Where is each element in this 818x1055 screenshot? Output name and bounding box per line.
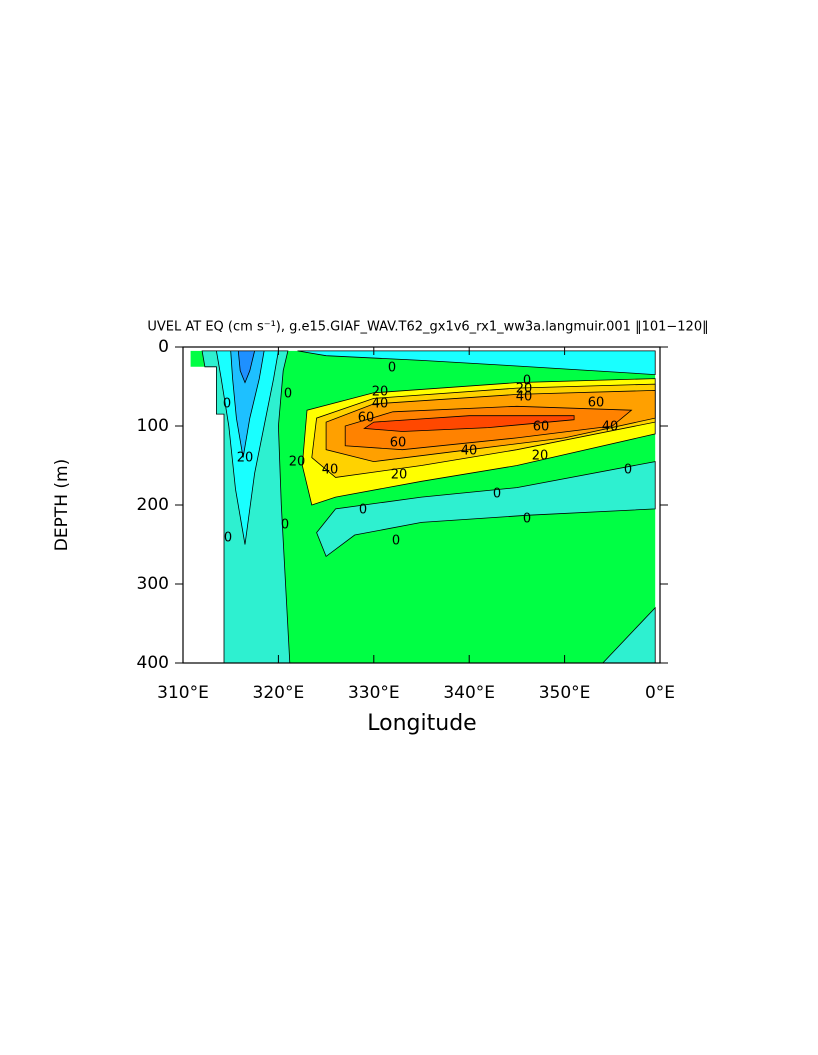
x-tick-label: 320°E [253, 683, 305, 703]
contour-label: 60 [390, 436, 407, 451]
contour-label: 0 [224, 531, 232, 546]
x-axis-label: Longitude [367, 711, 476, 736]
contour-fill [363, 415, 575, 432]
contour-label: 40 [516, 390, 533, 405]
contour-label: 0 [523, 374, 531, 389]
contour-label: 40 [461, 444, 478, 459]
contour-fill [316, 461, 656, 558]
contour-label: 60 [533, 420, 550, 435]
y-axis-label: DEPTH (m) [52, 459, 72, 551]
contour-label: 40 [602, 420, 619, 435]
contour-label: 20 [516, 382, 533, 397]
contour-label: 0 [359, 503, 367, 518]
contour-label: 40 [372, 397, 389, 412]
x-tick-label: 340°E [443, 683, 495, 703]
y-tick-label: 300 [137, 574, 169, 594]
contour-label: 0 [284, 387, 292, 402]
contour-label: 0 [392, 534, 400, 549]
contour-label: 20 [372, 385, 389, 400]
contour-label: 0 [624, 463, 632, 478]
contour-label: 20 [391, 468, 408, 483]
contour-fill [230, 350, 265, 458]
contour-label: 0 [223, 397, 231, 412]
x-tick-label: 310°E [157, 683, 209, 703]
x-tick-label: 0°E [645, 683, 675, 703]
y-tick-label: 200 [137, 495, 169, 515]
x-tick-label: 350°E [539, 683, 591, 703]
contour-label: 20 [237, 451, 254, 466]
contour-label: 0 [523, 512, 531, 527]
x-tick-label: 330°E [348, 683, 400, 703]
contour-label: 20 [532, 449, 549, 464]
contour-label: 20 [289, 455, 306, 470]
contour-fill [215, 350, 279, 545]
contour-fill [297, 350, 656, 376]
contour-label: 0 [493, 487, 501, 502]
y-tick-label: 0 [158, 337, 169, 357]
contour-label: 60 [588, 396, 605, 411]
y-tick-label: 100 [137, 416, 169, 436]
contour-label: 0 [281, 518, 289, 533]
contour-label: 60 [358, 411, 375, 426]
contour-label: 40 [322, 463, 339, 478]
y-tick-label: 400 [137, 653, 169, 673]
contour-fill [237, 350, 256, 384]
contour-label: 0 [388, 361, 396, 376]
chart-title: UVEL AT EQ (cm s⁻¹), g.e15.GIAF_WAV.T62_… [147, 320, 708, 335]
